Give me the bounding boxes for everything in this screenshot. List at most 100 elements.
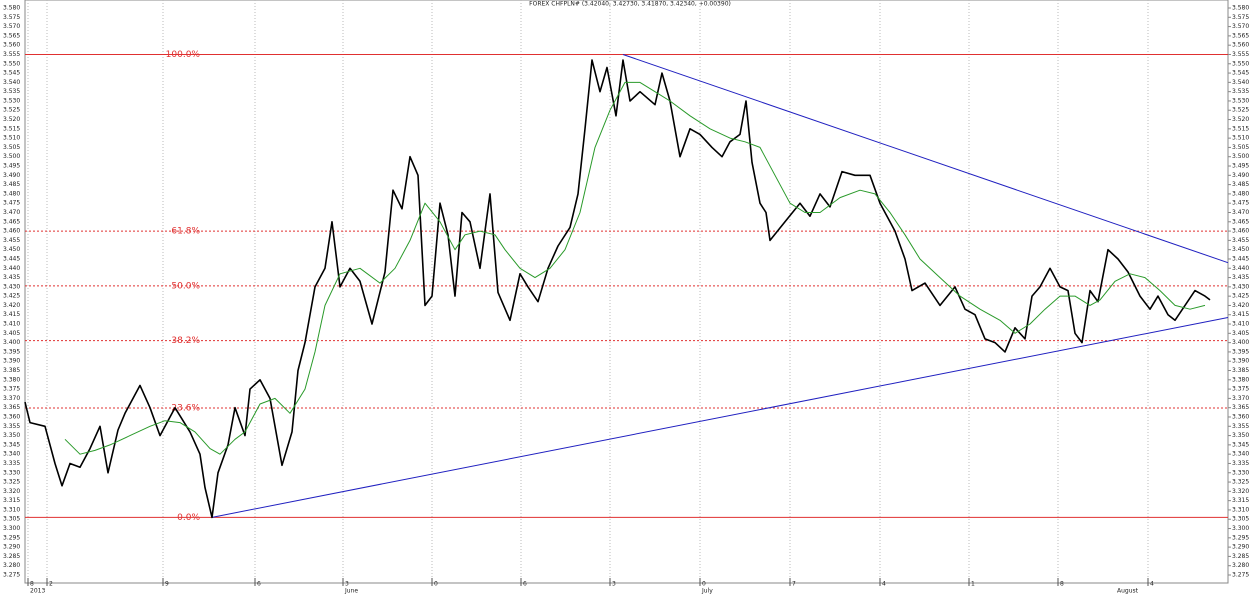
y-tick-label: 3.280	[3, 562, 20, 569]
y-tick-label: 3.385	[3, 367, 20, 374]
y-tick-label-right: 3.480	[1232, 190, 1249, 197]
y-tick-label: 3.495	[3, 163, 20, 170]
y-tick-label: 3.380	[3, 376, 20, 383]
y-tick-label-right: 3.345	[1232, 441, 1249, 448]
y-tick-label: 3.525	[3, 107, 20, 114]
y-tick-label: 3.490	[3, 172, 20, 179]
y-tick-label-right: 3.500	[1232, 153, 1249, 160]
y-tick-label: 3.535	[3, 88, 20, 95]
y-tick-label: 3.450	[3, 246, 20, 253]
y-tick-label-right: 3.550	[1232, 60, 1249, 67]
y-tick-label: 3.455	[3, 237, 20, 244]
y-tick-label-right: 3.575	[1232, 14, 1249, 21]
y-tick-label-right: 3.380	[1232, 376, 1249, 383]
x-tick-label: 9	[165, 581, 169, 588]
y-tick-label-right: 3.495	[1232, 163, 1249, 170]
y-tick-label-right: 3.450	[1232, 246, 1249, 253]
y-tick-label: 3.520	[3, 116, 20, 123]
y-tick-label-right: 3.420	[1232, 302, 1249, 309]
trend-line	[211, 317, 1229, 518]
y-tick-label-right: 3.530	[1232, 97, 1249, 104]
x-tick-label: 3	[612, 581, 616, 588]
y-tick-label: 3.480	[3, 190, 20, 197]
y-tick-label: 3.510	[3, 135, 20, 142]
y-tick-label-right: 3.350	[1232, 432, 1249, 439]
y-tick-label: 3.440	[3, 265, 20, 272]
y-tick-label: 3.570	[3, 23, 20, 30]
x-tick-label: 6	[257, 581, 261, 588]
y-tick-label: 3.275	[3, 572, 20, 579]
month-label: 2013	[30, 588, 45, 595]
y-tick-label: 3.580	[3, 5, 20, 12]
y-tick-label-right: 3.490	[1232, 172, 1249, 179]
y-tick-label-right: 3.385	[1232, 367, 1249, 374]
y-tick-label-right: 3.390	[1232, 358, 1249, 365]
y-tick-label: 3.330	[3, 469, 20, 476]
y-tick-label-right: 3.325	[1232, 479, 1249, 486]
fib-label: 61.8%	[171, 227, 200, 237]
y-tick-label-right: 3.570	[1232, 23, 1249, 30]
y-tick-label: 3.295	[3, 534, 20, 541]
y-tick-label-right: 3.535	[1232, 88, 1249, 95]
y-tick-label: 3.390	[3, 358, 20, 365]
x-tick-label: 4	[1150, 581, 1154, 588]
y-tick-label: 3.560	[3, 42, 20, 49]
plot-frame	[24, 0, 1229, 584]
price-line	[64, 81, 1206, 455]
y-tick-label: 3.290	[3, 544, 20, 551]
y-tick-label-right: 3.440	[1232, 265, 1249, 272]
y-tick-label: 3.410	[3, 321, 20, 328]
trend-line	[622, 54, 1229, 264]
y-tick-label-right: 3.430	[1232, 283, 1249, 290]
y-tick-label: 3.530	[3, 97, 20, 104]
y-tick-label-right: 3.335	[1232, 460, 1249, 467]
y-tick-label-right: 3.300	[1232, 525, 1249, 532]
x-tick-label: 8	[1060, 581, 1064, 588]
y-tick-label: 3.415	[3, 311, 20, 318]
y-tick-label: 3.420	[3, 302, 20, 309]
y-tick-label-right: 3.510	[1232, 135, 1249, 142]
y-tick-label: 3.405	[3, 330, 20, 337]
y-tick-label-right: 3.315	[1232, 497, 1249, 504]
y-tick-label-right: 3.375	[1232, 386, 1249, 393]
y-tick-label: 3.355	[3, 423, 20, 430]
x-tick-label: 0	[702, 581, 706, 588]
y-tick-label-right: 3.360	[1232, 413, 1249, 420]
y-tick-label: 3.515	[3, 125, 20, 132]
y-tick-label: 3.430	[3, 283, 20, 290]
y-tick-label: 3.465	[3, 218, 20, 225]
y-tick-label: 3.285	[3, 553, 20, 560]
y-tick-label-right: 3.295	[1232, 534, 1249, 541]
month-label: July	[701, 588, 713, 595]
y-tick-label-right: 3.540	[1232, 79, 1249, 86]
y-tick-label: 3.500	[3, 153, 20, 160]
y-tick-label-right: 3.280	[1232, 562, 1249, 569]
y-tick-label-right: 3.505	[1232, 144, 1249, 151]
y-tick-label-right: 3.525	[1232, 107, 1249, 114]
y-tick-label-right: 3.520	[1232, 116, 1249, 123]
y-tick-label-right: 3.305	[1232, 516, 1249, 523]
x-tick-label: 6	[523, 581, 527, 588]
y-tick-label-right: 3.415	[1232, 311, 1249, 318]
y-tick-label-right: 3.545	[1232, 70, 1249, 77]
y-tick-label: 3.325	[3, 479, 20, 486]
y-tick-label-right: 3.365	[1232, 404, 1249, 411]
y-tick-label-right: 3.455	[1232, 237, 1249, 244]
price-line	[24, 59, 1211, 519]
y-tick-label-right: 3.470	[1232, 209, 1249, 216]
y-tick-label: 3.545	[3, 70, 20, 77]
y-tick-label-right: 3.400	[1232, 339, 1249, 346]
fib-label: 100.0%	[166, 50, 201, 60]
month-label: June	[344, 588, 358, 595]
y-tick-label: 3.365	[3, 404, 20, 411]
y-tick-label-right: 3.370	[1232, 395, 1249, 402]
y-tick-label-right: 3.435	[1232, 274, 1249, 281]
y-tick-label: 3.395	[3, 348, 20, 355]
y-tick-label-right: 3.355	[1232, 423, 1249, 430]
y-tick-label: 3.320	[3, 488, 20, 495]
y-tick-label: 3.505	[3, 144, 20, 151]
y-tick-label: 3.555	[3, 51, 20, 58]
y-tick-label-right: 3.560	[1232, 42, 1249, 49]
y-tick-label-right: 3.290	[1232, 544, 1249, 551]
y-tick-label-right: 3.485	[1232, 181, 1249, 188]
